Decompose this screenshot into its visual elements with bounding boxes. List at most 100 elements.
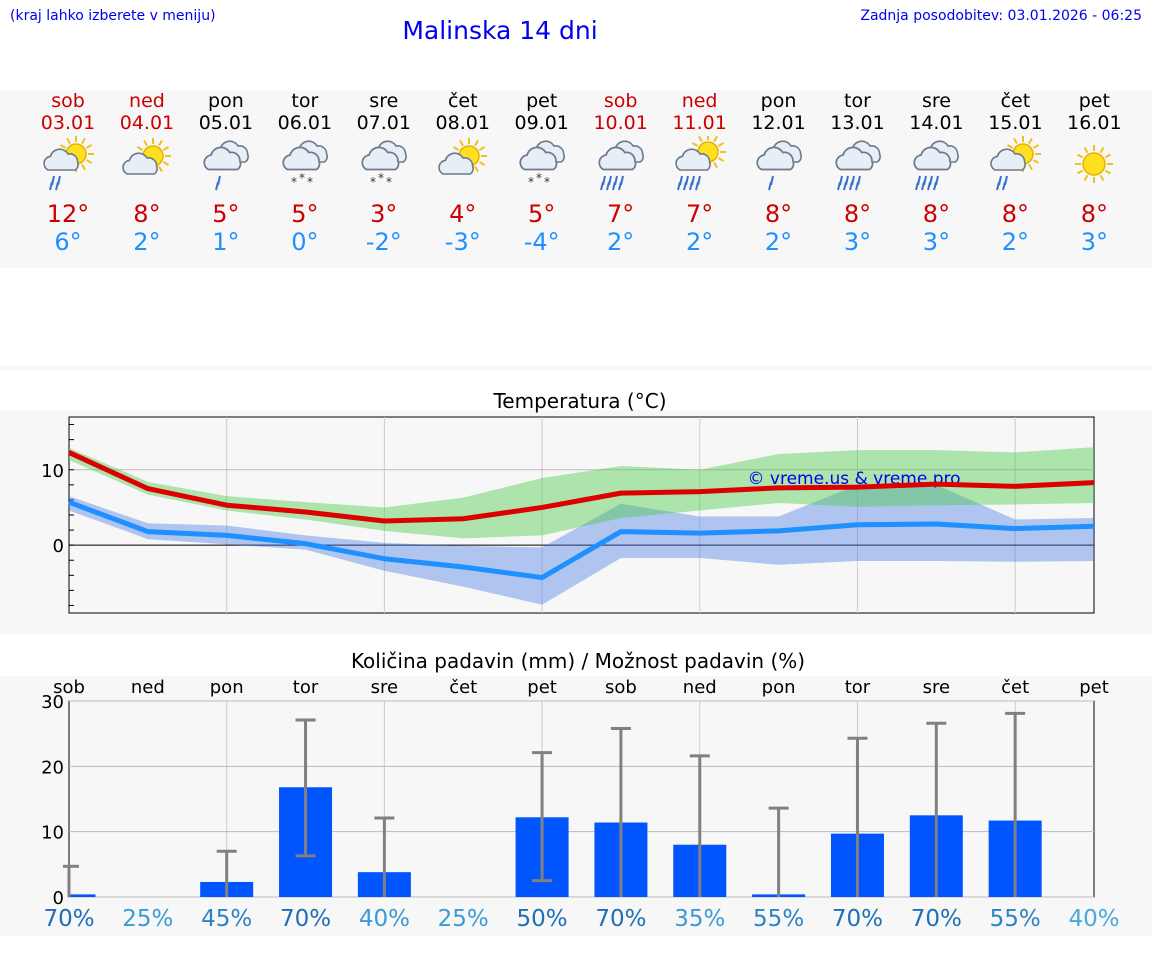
day-date: 15.01 — [988, 112, 1043, 134]
divider — [0, 366, 1152, 370]
precipitation-chart-title: Količina padavin (mm) / Možnost padavin … — [351, 649, 805, 673]
svg-text:*: * — [299, 171, 305, 185]
day-name: ned — [129, 90, 165, 112]
temperature-chart: Temperatura (°C)010 © vreme.us & vreme.pr… — [41, 389, 1095, 614]
cloud-snow-icon: * * * — [512, 136, 572, 196]
day-label: pet — [527, 677, 557, 698]
precip-probability: 25% — [438, 906, 489, 932]
day-card: sre 07.01 * * * 3° -2° — [344, 90, 424, 256]
day-date: 05.01 — [198, 112, 254, 134]
temp-max: 7° — [607, 200, 635, 228]
temp-max: 3° — [370, 200, 398, 228]
day-date: 12.01 — [751, 112, 806, 134]
day-date: 08.01 — [435, 112, 490, 134]
day-card: ned 04.01 8° 2° — [107, 90, 187, 256]
precip-probability: 40% — [1068, 906, 1119, 932]
precip-probability: 55% — [753, 906, 804, 932]
temp-min: 2° — [764, 228, 793, 256]
day-label: pon — [210, 677, 244, 698]
precip-probability: 35% — [674, 906, 725, 932]
day-date: 13.01 — [830, 112, 885, 134]
min-range-band — [69, 484, 1094, 605]
cloud-heavy-rain-icon — [591, 136, 651, 196]
day-name: ned — [681, 90, 718, 112]
day-label: tor — [845, 677, 871, 698]
day-label: sre — [923, 677, 950, 698]
day-date: 06.01 — [277, 112, 333, 134]
day-date: 07.01 — [356, 112, 411, 134]
day-label: ned — [131, 677, 165, 698]
temp-max: 4° — [449, 200, 477, 228]
day-card: ned 11.01 7° 2° — [660, 90, 740, 256]
y-tick-label: 10 — [41, 461, 64, 482]
day-card: čet 08.01 4° -3° — [423, 90, 503, 256]
temp-max: 8° — [922, 200, 951, 228]
day-label: sob — [605, 677, 637, 698]
temp-max: 5° — [212, 200, 240, 228]
day-date: 16.01 — [1067, 112, 1122, 134]
precip-probability: 70% — [280, 906, 331, 932]
day-label: čet — [1001, 677, 1029, 698]
last-update: Zadnja posodobitev: 03.01.2026 - 06:25 — [860, 8, 1142, 24]
day-date: 10.01 — [593, 112, 648, 134]
temp-min: 3° — [843, 228, 872, 256]
cloud-heavy-rain-icon — [828, 136, 888, 196]
temp-max: 8° — [133, 200, 161, 228]
day-name: pet — [526, 90, 558, 112]
cloud-snow-icon: * * * — [354, 136, 414, 196]
precip-probability: 40% — [359, 906, 410, 932]
sun-cloud-icon — [117, 136, 177, 196]
day-date: 14.01 — [909, 112, 964, 134]
day-name: sob — [51, 90, 85, 112]
temp-min: 2° — [607, 228, 635, 256]
y-tick-label: 30 — [41, 692, 64, 713]
day-card: sob 03.01 12° 6° — [28, 90, 108, 256]
svg-text:*: * — [291, 175, 297, 189]
precip-probability: 25% — [122, 906, 173, 932]
temp-min: 2° — [1001, 228, 1030, 256]
temp-min: 2° — [133, 228, 161, 256]
cloud-rain-icon — [196, 136, 256, 196]
temp-max: 8° — [1080, 200, 1108, 228]
day-name: sob — [603, 90, 638, 112]
temp-min: 3° — [1080, 228, 1108, 256]
day-card: sre 14.01 8° 3° — [896, 90, 976, 256]
day-name: pet — [1078, 90, 1110, 112]
sun-cloud-heavy-rain-icon — [670, 134, 730, 196]
day-card: pet 16.01 8° 3° — [1054, 90, 1134, 256]
region-hint[interactable]: (kraj lahko izberete v meniju) — [10, 8, 216, 24]
precip-probability: 45% — [201, 906, 252, 932]
day-name: pon — [208, 90, 244, 112]
plot-area — [68, 416, 1095, 614]
day-card: pet 09.01 * * * 5° -4° — [502, 90, 582, 256]
svg-text:*: * — [528, 175, 534, 189]
cloud-snow-icon: * * * — [275, 136, 335, 196]
day-label: tor — [293, 677, 319, 698]
precip-probability: 50% — [517, 906, 568, 932]
temp-min: 2° — [685, 228, 714, 256]
precip-probability: 70% — [43, 906, 94, 932]
temp-max: 7° — [685, 200, 714, 228]
svg-text:*: * — [378, 171, 384, 185]
page-title: Malinska 14 dni — [402, 16, 598, 45]
svg-text:*: * — [544, 175, 550, 189]
svg-text:*: * — [307, 175, 313, 189]
day-label: sre — [371, 677, 398, 698]
precip-probability: 70% — [595, 906, 646, 932]
sun-cloud-rain-icon — [985, 136, 1045, 196]
sun-cloud-icon — [433, 136, 493, 196]
day-card: čet 15.01 8° 2° — [975, 90, 1055, 256]
precip-bar — [69, 894, 96, 897]
temp-min: 6° — [54, 228, 82, 256]
cloud-heavy-rain-icon — [906, 136, 966, 196]
day-name: pon — [760, 90, 797, 112]
temp-max: 8° — [764, 200, 793, 228]
temp-max: 5° — [291, 200, 319, 228]
svg-text:*: * — [386, 175, 392, 189]
temp-min: 3° — [922, 228, 951, 256]
day-date: 11.01 — [672, 112, 727, 134]
temp-max: 12° — [46, 200, 90, 228]
svg-text:*: * — [536, 171, 542, 185]
temp-max: 5° — [528, 200, 556, 228]
temp-min: -3° — [444, 228, 481, 256]
